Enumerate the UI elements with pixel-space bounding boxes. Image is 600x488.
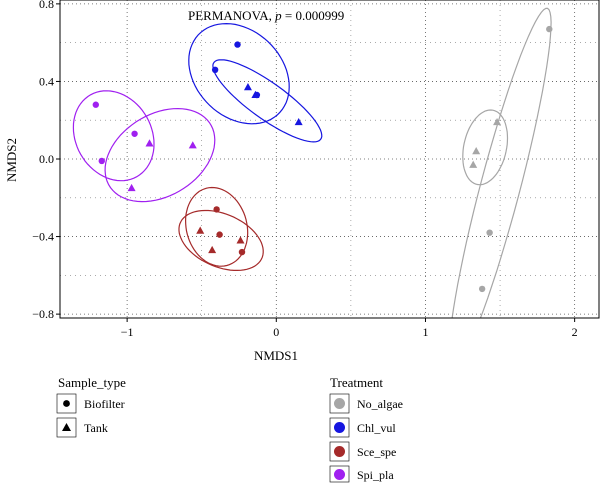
y-tick-label: 0.0: [39, 152, 54, 166]
sce-spe-tank-point: [208, 245, 217, 254]
legend-spi-pla-label: Spi_pla: [357, 468, 394, 482]
spi-pla-biofilter-point: [92, 101, 100, 108]
spi-pla-biofilter-point: [98, 157, 105, 165]
shape-legend: Sample_type Biofilter Tank: [56, 375, 126, 438]
no-algae-biofilter-point: [486, 229, 493, 236]
chl-vul-ellipse: [212, 59, 323, 143]
legend-chl-vul-swatch: [334, 422, 345, 433]
x-tick-label: 0: [273, 325, 279, 339]
sce-spe-tank-point: [196, 226, 205, 234]
no-algae-tank-point: [469, 160, 478, 168]
shape-legend-title: Sample_type: [58, 375, 126, 390]
chl-vul-biofilter-point: [234, 41, 241, 48]
spi-pla-tank-point: [188, 141, 197, 149]
legend-key-box: [329, 465, 350, 483]
legend-spi-pla-swatch: [334, 469, 345, 480]
legend-key-box: [56, 393, 77, 414]
legend-key-box: [329, 393, 350, 414]
chl-vul-biofilter-point: [211, 66, 219, 74]
x-tick-label: 2: [572, 325, 578, 339]
chl-vul-tank-point: [243, 83, 252, 91]
no-algae-biofilter-point: [478, 285, 486, 293]
chl-vul-tank-point: [294, 117, 303, 126]
sce-spe-ellipse: [178, 209, 264, 271]
legend-biofilter-label: Biofilter: [84, 397, 125, 411]
sce-spe-ellipse: [184, 186, 249, 267]
spi-pla-tank-point: [145, 139, 154, 147]
spi-pla-biofilter-point: [131, 130, 138, 137]
permanova-prefix: PERMANOVA,: [188, 8, 275, 23]
permanova-annotation: PERMANOVA, p = 0.000999: [188, 8, 344, 23]
no-algae-tank-point: [472, 147, 481, 155]
no-algae-ellipse: [462, 109, 509, 186]
x-tick-label: −1: [121, 325, 134, 339]
no-algae-ellipse: [451, 7, 552, 318]
y-tick-label: −0.4: [32, 230, 54, 244]
spi-pla-tank-point: [127, 183, 136, 192]
confidence-ellipses: [72, 7, 552, 318]
no-algae-biofilter-point: [546, 25, 553, 33]
legend-key-box: [329, 417, 350, 438]
legend-circle-symbol: [63, 400, 70, 407]
grid-lines: [60, 0, 600, 318]
legend-tank-label: Tank: [84, 421, 108, 435]
y-tick-label: 0.8: [39, 0, 54, 11]
axes: −1 0 1 2 −0.8 −0.4 0.0 0.4 0.8: [32, 0, 577, 339]
color-legend: Treatment No_algae Chl_vul Sce_spe Spi_p…: [329, 375, 403, 483]
chl-vul-tank-point: [251, 90, 260, 99]
legend-sce-spe-swatch: [334, 446, 345, 457]
sce-spe-biofilter-point: [216, 231, 223, 238]
sce-spe-biofilter-point: [238, 248, 246, 256]
data-points: [92, 25, 553, 293]
legend-sce-spe-label: Sce_spe: [357, 445, 396, 459]
color-legend-title: Treatment: [330, 375, 383, 390]
x-axis-label: NMDS1: [254, 348, 298, 363]
y-axis-label: NMDS2: [4, 138, 19, 182]
x-tick-label: 1: [422, 325, 428, 339]
sce-spe-tank-point: [236, 236, 245, 244]
y-tick-label: −0.8: [32, 307, 54, 321]
legend-triangle-symbol: [62, 423, 71, 431]
legend-chl-vul-label: Chl_vul: [357, 421, 396, 435]
spi-pla-ellipse: [72, 90, 155, 182]
no-algae-tank-point: [493, 117, 502, 126]
legend-key-box: [329, 441, 350, 462]
legend-no-algae-swatch: [334, 398, 345, 409]
legend-no-algae-label: No_algae: [357, 397, 403, 411]
p-value: = 0.000999: [282, 8, 345, 23]
sce-spe-biofilter-point: [213, 206, 220, 213]
y-tick-label: 0.4: [39, 74, 54, 88]
spi-pla-ellipse: [104, 107, 216, 203]
legend-key-box: [56, 417, 77, 438]
p-symbol: p: [274, 8, 282, 23]
chl-vul-ellipse: [188, 22, 290, 125]
